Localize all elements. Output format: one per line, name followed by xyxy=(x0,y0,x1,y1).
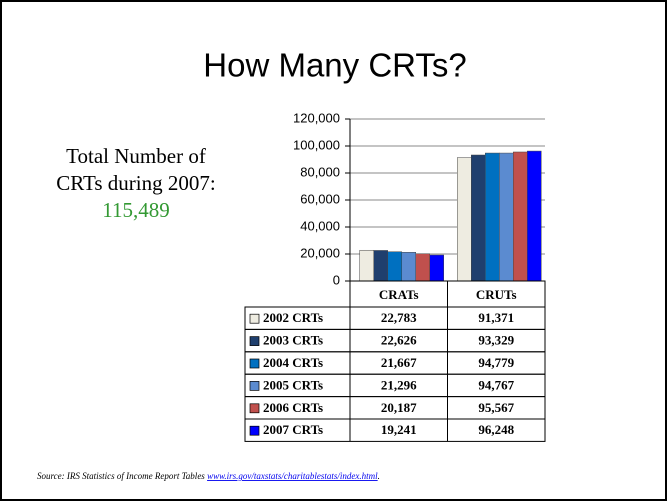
legend-swatch xyxy=(249,313,260,324)
legend-label: 2005 CRTs xyxy=(263,377,323,392)
legend-label: 2007 CRTs xyxy=(263,422,323,437)
y-tick-label: 0 xyxy=(333,272,340,287)
source: Source: IRS Statistics of Income Report … xyxy=(37,471,380,481)
bar xyxy=(513,151,528,282)
bar xyxy=(499,152,514,282)
table-value: 94,779 xyxy=(478,355,514,370)
table-value: 95,567 xyxy=(478,400,514,415)
legend-swatch xyxy=(249,403,260,414)
bar xyxy=(373,250,388,282)
slide-title: How Many CRTs? xyxy=(203,47,466,84)
note-line: CRTs during 2007: xyxy=(56,171,215,195)
table-value: 91,371 xyxy=(478,310,514,325)
legend-swatch xyxy=(249,381,260,391)
y-tick-label: 100,000 xyxy=(293,137,340,152)
bar xyxy=(387,251,402,282)
bar xyxy=(485,152,500,282)
table-value: 21,667 xyxy=(381,355,417,370)
legend-swatch xyxy=(249,425,260,436)
y-tick-label: 40,000 xyxy=(300,218,340,233)
legend-swatch xyxy=(249,358,260,369)
y-tick-label: 120,000 xyxy=(293,110,340,125)
column-header: CRATs xyxy=(379,287,419,302)
table-value: 21,296 xyxy=(381,377,417,392)
table-value: 22,626 xyxy=(381,333,417,348)
note-line: Total Number of xyxy=(66,144,206,168)
table-value: 19,241 xyxy=(381,422,417,437)
legend-swatch xyxy=(249,336,260,346)
bar xyxy=(527,150,542,282)
bar xyxy=(457,157,472,282)
column-header: CRUTs xyxy=(476,287,517,302)
bar xyxy=(415,253,430,282)
y-tick-label: 20,000 xyxy=(300,245,340,260)
source-text: Source: IRS Statistics of Income Report … xyxy=(37,471,207,481)
bar xyxy=(429,254,444,282)
table-value: 96,248 xyxy=(478,422,514,437)
table-row xyxy=(244,418,546,442)
bar xyxy=(359,249,374,282)
table-value: 94,767 xyxy=(478,377,514,392)
legend-label: 2006 CRTs xyxy=(263,400,323,415)
source-link[interactable]: www.irs.gov/taxstats/charitablestats/ind… xyxy=(207,471,378,481)
note-total: 115,489 xyxy=(102,198,169,222)
table-value: 20,187 xyxy=(381,400,417,415)
legend-label: 2002 CRTs xyxy=(263,310,323,325)
legend-label: 2004 CRTs xyxy=(263,355,323,370)
y-tick-label: 80,000 xyxy=(300,164,340,179)
table-value: 22,783 xyxy=(381,310,417,325)
source-end: . xyxy=(378,471,380,481)
bar xyxy=(471,154,486,282)
legend-label: 2003 CRTs xyxy=(263,333,323,348)
y-tick-label: 60,000 xyxy=(300,191,340,206)
bar xyxy=(401,252,416,282)
table-value: 93,329 xyxy=(478,333,514,348)
